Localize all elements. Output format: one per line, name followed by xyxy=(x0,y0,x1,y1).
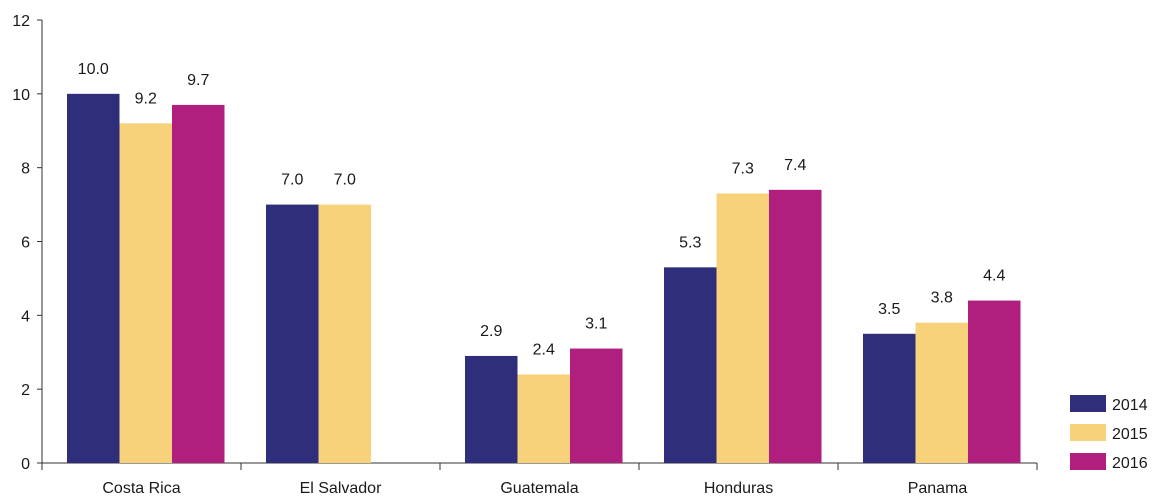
y-tick-label: 4 xyxy=(21,308,30,325)
bar-2016 xyxy=(570,348,623,463)
y-tick-label: 10 xyxy=(12,87,30,104)
legend: 2014 2015 2016 xyxy=(1070,395,1148,472)
legend-swatch-2016 xyxy=(1070,453,1106,470)
data-label: 3.1 xyxy=(585,316,607,333)
data-label: 7.3 xyxy=(732,161,754,178)
bar-2014 xyxy=(266,204,319,464)
legend-label: 2014 xyxy=(1112,397,1148,414)
bar-2015 xyxy=(318,204,371,464)
legend-label: 2016 xyxy=(1112,455,1148,472)
x-category-label: Costa Rica xyxy=(102,480,180,497)
y-tick-label: 8 xyxy=(21,161,30,178)
bar-2015 xyxy=(517,374,570,463)
data-label: 10.0 xyxy=(78,61,109,78)
data-label: 7.4 xyxy=(784,157,806,174)
data-labels: 10.0 9.2 9.7 7.0 7.0 2.9 2.4 3.1 5.3 7.3 7.4 3.5 3.8… xyxy=(78,61,1006,359)
legend-swatch-2014 xyxy=(1070,395,1106,412)
y-axis: 0 2 4 6 8 10 12 xyxy=(12,13,43,473)
data-label: 2.9 xyxy=(480,323,502,340)
x-category-label: El Salvador xyxy=(300,480,382,497)
data-label: 7.0 xyxy=(281,172,303,189)
bar-2016 xyxy=(769,189,822,464)
y-tick-label: 6 xyxy=(21,235,30,252)
bars xyxy=(67,93,1021,464)
bar-2015 xyxy=(716,193,769,463)
x-category-label: Panama xyxy=(908,480,968,497)
bar-2014 xyxy=(863,333,916,463)
data-label: 9.7 xyxy=(187,72,209,89)
data-label: 3.8 xyxy=(931,290,953,307)
bar-2016 xyxy=(172,104,225,464)
data-label: 9.2 xyxy=(135,90,157,107)
bar-2015 xyxy=(915,322,968,463)
data-label: 2.4 xyxy=(533,341,555,358)
bar-2014 xyxy=(664,267,717,463)
data-label: 3.5 xyxy=(878,301,900,318)
data-label: 5.3 xyxy=(679,234,701,251)
legend-swatch-2015 xyxy=(1070,424,1106,441)
y-tick-label: 0 xyxy=(21,456,30,473)
bar-2014 xyxy=(465,355,518,463)
bar-2014 xyxy=(67,93,120,463)
y-tick-label: 2 xyxy=(21,382,30,399)
y-tick-label: 12 xyxy=(12,13,30,30)
x-category-label: Honduras xyxy=(704,480,773,497)
x-axis: Costa Rica El Salvador Guatemala Honduras Pa… xyxy=(41,462,1038,497)
data-label: 4.4 xyxy=(983,268,1005,285)
data-label: 7.0 xyxy=(334,172,356,189)
bar-2015 xyxy=(119,123,172,463)
legend-label: 2015 xyxy=(1112,426,1148,443)
x-category-label: Guatemala xyxy=(500,480,578,497)
bar-2016 xyxy=(968,300,1021,463)
